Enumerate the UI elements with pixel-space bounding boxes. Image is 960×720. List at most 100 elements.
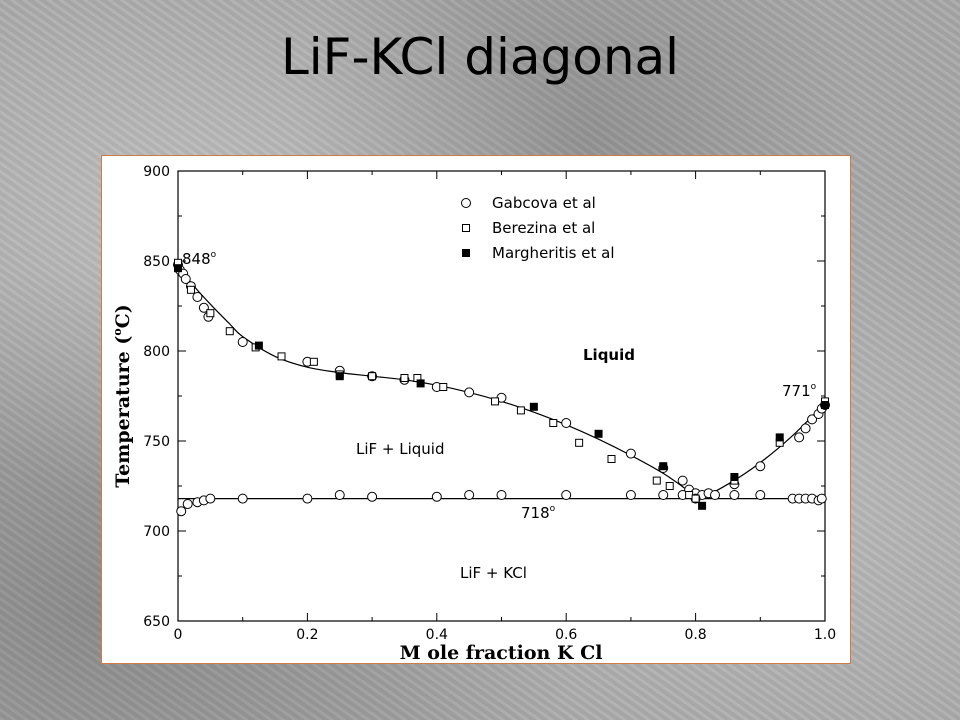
y-axis-label-part-a: Temperature ( xyxy=(112,336,134,488)
series-1-point xyxy=(625,490,636,500)
series-2-point xyxy=(575,438,584,447)
series-2-point xyxy=(277,352,286,361)
region-lif-kcl-label: LiF + KCl xyxy=(460,564,527,582)
series-3-point xyxy=(174,264,182,273)
region-lif-liquid-label: LiF + Liquid xyxy=(356,440,445,458)
series-1-point xyxy=(794,432,805,443)
y-tick-label: 700 xyxy=(143,524,170,540)
series-2-point xyxy=(400,374,409,382)
annotation-771-value: 771 xyxy=(782,382,811,400)
series-3-point xyxy=(594,429,603,438)
data-points xyxy=(173,258,830,517)
x-tick-label: 0.4 xyxy=(426,627,448,643)
annotation-771-degree: o xyxy=(811,382,817,392)
y-tick-label: 800 xyxy=(143,344,170,360)
series-1-point xyxy=(816,493,827,504)
series-3-point xyxy=(529,402,538,411)
y-axis-label: Temperature (oC) xyxy=(111,304,134,488)
series-1-point xyxy=(237,337,248,347)
series-3-point xyxy=(821,401,829,409)
annotation-718-degree: o xyxy=(550,504,556,514)
series-1-point xyxy=(561,418,572,428)
annotation-848-degree: o xyxy=(211,250,217,260)
series-1-point xyxy=(198,302,209,313)
series-1-point xyxy=(800,423,811,434)
region-liquid-label: Liquid xyxy=(583,346,635,364)
legend-label-1: Gabcova et al xyxy=(492,194,596,212)
series-2-point xyxy=(186,285,195,294)
series-2-point xyxy=(309,357,318,366)
legend: Gabcova et al Berezina et al Margheritis e… xyxy=(461,194,615,262)
series-3-point xyxy=(659,462,668,471)
series-2-point xyxy=(491,397,500,406)
series-1-point xyxy=(496,490,507,500)
series-1-point xyxy=(625,448,636,459)
legend-marker-2 xyxy=(462,224,470,232)
series-1-point xyxy=(302,493,313,504)
annotation-718: 718o xyxy=(521,504,556,522)
series-1-point xyxy=(807,414,818,425)
series-2-point xyxy=(652,476,661,485)
y-tick-label: 850 xyxy=(143,254,170,270)
series-1-point xyxy=(710,490,721,500)
series-1-point xyxy=(658,490,669,500)
series-1-point xyxy=(755,461,766,472)
series-1-point xyxy=(367,491,378,502)
y-tick-label: 750 xyxy=(143,434,170,450)
series-1-point xyxy=(176,506,187,517)
series-3-point xyxy=(730,473,739,481)
annotation-848-value: 848 xyxy=(182,250,211,268)
phase-diagram-chart: 0 0.2 0.4 0.6 0.8 1.0 650 700 750 800 850 900 Gabco… xyxy=(111,164,836,663)
series-1-point xyxy=(464,387,475,398)
series-2-point xyxy=(225,327,234,336)
slide-title: LiF-KCl diagonal xyxy=(280,28,680,86)
annotation-848: 848o xyxy=(182,250,217,268)
degree-sign: o xyxy=(111,328,124,335)
axis-ticks: 0 0.2 0.4 0.6 0.8 1.0 650 700 750 800 850 900 xyxy=(143,164,836,643)
series-1-point xyxy=(677,475,688,486)
y-tick-label: 900 xyxy=(143,164,170,180)
series-2-point xyxy=(607,455,616,463)
series-1-point xyxy=(182,499,193,509)
series-2-point xyxy=(439,383,448,391)
series-1-point xyxy=(180,274,191,284)
series-2-point xyxy=(685,491,694,499)
series-3-point xyxy=(335,372,344,381)
series-1-point xyxy=(729,490,740,500)
series-1-point xyxy=(464,490,475,500)
series-1-point xyxy=(192,292,203,302)
series-1-point xyxy=(561,490,572,500)
chart-frame: 0 0.2 0.4 0.6 0.8 1.0 650 700 750 800 850 900 Gabco… xyxy=(101,155,851,664)
legend-marker-1 xyxy=(461,198,471,208)
x-tick-label: 0 xyxy=(174,627,183,643)
x-axis-label: M ole fraction K Cl xyxy=(400,642,603,663)
liquidus-curve xyxy=(177,264,826,500)
series-3-point xyxy=(698,501,707,510)
legend-marker-3 xyxy=(462,249,470,257)
x-tick-label: 0.8 xyxy=(684,627,706,643)
series-1-point xyxy=(755,490,766,500)
series-3-point xyxy=(254,341,263,350)
legend-label-3: Margheritis et al xyxy=(492,244,615,262)
y-axis-label-part-b: C) xyxy=(112,304,134,328)
series-1-point xyxy=(334,490,345,500)
series-1-point xyxy=(205,493,216,504)
series-2-point xyxy=(516,406,525,415)
series-1-point xyxy=(237,493,248,504)
series-2-point xyxy=(691,494,700,503)
series-2-point xyxy=(665,482,674,490)
series-1-point xyxy=(431,491,442,502)
series-2-point xyxy=(368,372,377,381)
series-2-point xyxy=(206,309,215,318)
annotation-718-value: 718 xyxy=(521,504,550,522)
series-3-point xyxy=(416,379,425,388)
series-2-point xyxy=(549,419,558,427)
legend-label-2: Berezina et al xyxy=(492,219,595,237)
series-3-point xyxy=(775,433,784,442)
annotation-771: 771o xyxy=(782,382,817,400)
x-tick-label: 0.6 xyxy=(555,627,577,643)
y-tick-label: 650 xyxy=(143,614,170,630)
curves xyxy=(177,264,826,500)
x-tick-label: 0.2 xyxy=(296,627,318,643)
x-tick-label: 1.0 xyxy=(814,627,836,643)
